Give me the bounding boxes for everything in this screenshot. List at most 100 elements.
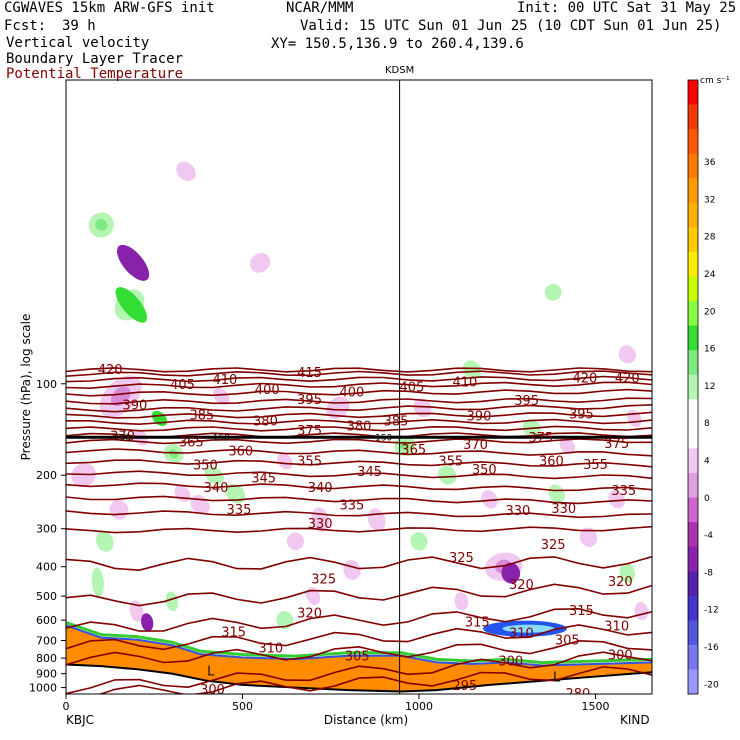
velocity-cell — [559, 437, 576, 455]
field-potential-temperature: Potential Temperature — [6, 66, 184, 82]
y-tick-label: 600 — [36, 614, 57, 627]
contour-label: 295 — [452, 679, 477, 694]
contour-label: 375 — [297, 424, 322, 439]
contour-label: 405 — [400, 381, 425, 396]
velocity-cell — [618, 345, 636, 364]
contour-label: 375 — [528, 431, 553, 446]
contour-label: 325 — [541, 538, 566, 553]
theta-contour — [66, 438, 652, 445]
pressure-level-label: 150 — [375, 433, 392, 443]
velocity-cell — [544, 283, 562, 301]
theta-contour — [66, 367, 652, 373]
velocity-cell — [454, 592, 469, 611]
velocity-cell — [71, 463, 97, 488]
velocity-cell — [91, 567, 104, 597]
velocity-cell — [286, 532, 304, 551]
contour-label: 390 — [467, 409, 492, 424]
velocity-cell — [165, 591, 179, 612]
contour-label: 350 — [193, 459, 218, 474]
colorbar-label: -20 — [704, 680, 719, 690]
theta-contour — [66, 583, 652, 607]
contour-label: 345 — [357, 465, 382, 480]
contour-label: 385 — [189, 408, 214, 423]
theta-contour — [66, 495, 652, 505]
kdsm-label: KDSM — [385, 65, 414, 76]
theta-contour — [66, 607, 652, 632]
contour-label: 420 — [573, 371, 598, 386]
y-axis-label: Pressure (hPa), log scale — [19, 314, 33, 461]
velocity-cell — [306, 587, 321, 606]
strong-downdraft-core — [116, 244, 150, 281]
contour-label: 355 — [438, 454, 463, 469]
contour-label: 325 — [449, 551, 474, 566]
velocity-cell — [410, 532, 428, 551]
colorbar-swatch — [688, 227, 698, 253]
velocity-cell — [277, 453, 293, 470]
y-tick-label: 400 — [36, 561, 57, 574]
pressure-level-label: 150 — [114, 433, 131, 443]
contour-label: 335 — [611, 484, 636, 499]
colorbar-swatch — [688, 571, 698, 597]
tracer-edge-blue — [66, 624, 652, 667]
contour-label: 310 — [509, 627, 534, 642]
velocity-cell-core — [110, 386, 131, 407]
tracer-edge-green — [66, 621, 652, 665]
colorbar-label: 4 — [704, 457, 710, 467]
contour-label: 280 — [565, 687, 590, 702]
contour-label: 415 — [297, 366, 322, 381]
contour-label: 395 — [569, 407, 594, 422]
theta-contour — [66, 404, 652, 413]
colorbar-label: 0 — [704, 494, 710, 504]
theta-contour — [66, 411, 652, 419]
contour-label: 380 — [253, 414, 278, 429]
velocity-cell — [176, 161, 196, 182]
contour-label: 365 — [179, 435, 204, 450]
velocity-cell — [438, 465, 457, 485]
colorbar-swatch — [688, 80, 698, 106]
colorbar-swatch — [688, 546, 698, 572]
y-tick-label: 300 — [36, 523, 57, 536]
velocity-cell — [213, 387, 230, 406]
colorbar-swatch — [688, 301, 698, 327]
colorbar-label: 8 — [704, 419, 710, 429]
theta-contour — [66, 459, 652, 468]
theta-contour — [66, 370, 652, 377]
contour-label: 360 — [539, 454, 564, 469]
theta-contour — [66, 425, 652, 432]
velocity-cell — [481, 490, 498, 509]
contour-label: 305 — [555, 634, 580, 649]
velocity-cell — [619, 563, 635, 584]
contour-label: 335 — [227, 503, 252, 518]
theta-contour — [66, 381, 652, 390]
theta-contour — [66, 555, 652, 572]
velocity-cell — [462, 360, 482, 380]
left-endpoint-label: KBJC — [66, 713, 94, 727]
elevated-plume-core — [502, 624, 555, 633]
colorbar-swatch — [688, 522, 698, 548]
forecast-hour: 39 h — [62, 18, 96, 34]
colorbar-swatch — [688, 129, 698, 155]
plot-frame — [65, 79, 653, 695]
contour-label: 315 — [221, 626, 246, 641]
colorbar-label: -16 — [704, 643, 719, 653]
velocity-cell — [343, 560, 361, 580]
colorbar-swatch — [688, 251, 698, 277]
colorbar-label: 16 — [704, 345, 716, 355]
x-tick-label: 0 — [63, 700, 70, 713]
contour-label: 300 — [498, 654, 523, 669]
contour-label: 305 — [345, 649, 370, 664]
contour-label: 355 — [583, 458, 608, 473]
valid-time: Valid: 15 UTC Sun 01 Jun 25 (10 CDT Sun … — [300, 18, 722, 34]
y-tick-label: 1000 — [29, 682, 57, 695]
contour-label: 325 — [311, 572, 336, 587]
colorbar-swatch — [688, 178, 698, 204]
forecast-label: Fcst: — [4, 18, 47, 34]
velocity-cell — [250, 253, 271, 273]
contour-label: 420 — [615, 371, 640, 386]
velocity-cell-core — [168, 449, 179, 459]
colorbar-swatch — [688, 153, 698, 179]
theta-contour — [66, 470, 652, 480]
pressure-level-label: 150 — [213, 433, 230, 443]
x-tick-label: 1000 — [405, 700, 433, 713]
